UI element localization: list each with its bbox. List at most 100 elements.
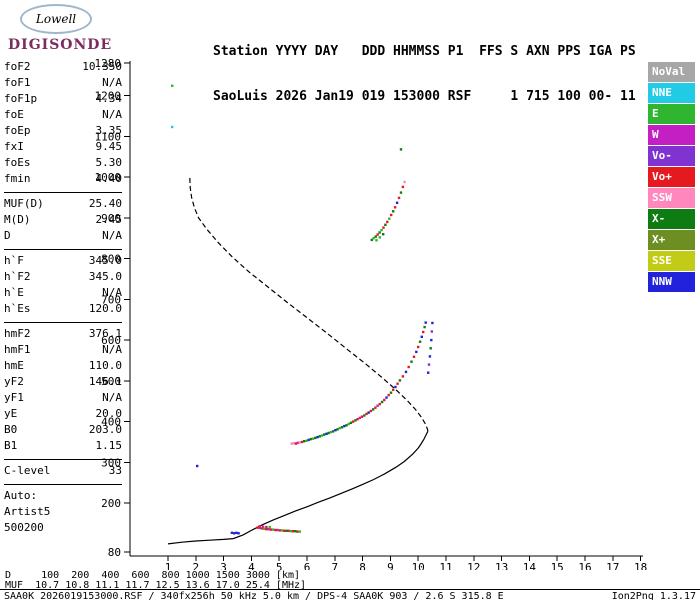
echo-series-isolated-echoes xyxy=(171,84,403,468)
legend-item-w: W xyxy=(648,125,695,145)
param-value: 20.0 xyxy=(95,407,123,420)
param-label: yE xyxy=(4,407,18,420)
y-tick-label: 800 xyxy=(101,253,121,266)
param-label: foEs xyxy=(4,156,31,169)
status-bar: SAA0K_2026019153000.RSF / 340fx256h 50 k… xyxy=(0,589,700,600)
param-label: foF1p xyxy=(4,92,38,105)
legend-item-nne: NNE xyxy=(648,83,695,103)
y-tick-label: 200 xyxy=(101,497,121,510)
param-label: hmE xyxy=(4,359,24,372)
legend-item-ssw: SSW xyxy=(648,188,695,208)
param-value: 120.0 xyxy=(88,302,122,315)
param-value: 10.350 xyxy=(82,60,122,73)
echo-series-F-trace-X xyxy=(427,321,434,374)
param-label: MUF(D) xyxy=(4,197,44,210)
y-tick-label: 300 xyxy=(101,456,121,469)
param-label: h`F2 xyxy=(4,270,31,283)
status-file-info: SAA0K_2026019153000.RSF / 340fx256h 50 k… xyxy=(4,591,504,600)
logo-ellipse: Lowell xyxy=(20,4,92,34)
param-row: h`Es 120.0 xyxy=(4,301,122,317)
y-tick-label: 1280 xyxy=(95,57,122,70)
param-row: yF1 N/A xyxy=(4,390,122,406)
legend-item-e: E xyxy=(648,104,695,124)
y-tick-label: 1200 xyxy=(95,90,122,103)
param-value: 203.0 xyxy=(88,423,122,436)
echo-series-Es-trace xyxy=(230,525,301,535)
x-tick-label: 3 xyxy=(220,561,227,570)
param-value: 4.34 xyxy=(95,92,123,105)
scaled-parameters-panel: foF2 10.350 foF1 N/A foF1p 4.34 foE N/A foEp 3.35… xyxy=(4,56,122,541)
param-label: foEp xyxy=(4,124,31,137)
param-value: 5.30 xyxy=(95,156,123,169)
y-tick-label: 400 xyxy=(101,416,121,429)
x-tick-label: 12 xyxy=(467,561,480,570)
param-group: C-level 33 xyxy=(4,460,122,485)
param-label: fmin xyxy=(4,172,31,185)
x-axis-ticks: 1 2 3 4 5 6 7 8 9 10 11 12 13 14 15 16 17 18 xyxy=(165,556,647,570)
param-value: N/A xyxy=(102,286,122,299)
param-value: 376.1 xyxy=(88,327,122,340)
d-row: D 100 200 400 600 800 1000 1500 3000 [km… xyxy=(5,570,301,581)
status-program-version: Ion2Png 1.3.17 xyxy=(611,591,696,600)
param-group: MUF(D) 25.40 M(D) 2.45 D N/A xyxy=(4,193,122,250)
param-row: yF2 146.1 xyxy=(4,374,122,390)
param-row: foEp 3.35 xyxy=(4,123,122,139)
param-row: hmF2 376.1 xyxy=(4,326,122,342)
param-value: 110.0 xyxy=(88,359,122,372)
param-value: 146.1 xyxy=(88,375,122,388)
param-row: foF2 10.350 xyxy=(4,59,122,75)
param-value: 345.0 xyxy=(88,254,122,267)
param-label: hmF2 xyxy=(4,327,31,340)
param-value: 345.0 xyxy=(88,270,122,283)
param-value: 2.45 xyxy=(95,213,123,226)
param-row: MUF(D) 25.40 xyxy=(4,196,122,212)
param-row: fxI 9.45 xyxy=(4,139,122,155)
param-row: C-level 33 xyxy=(4,463,122,479)
param-row: foF1p 4.34 xyxy=(4,91,122,107)
param-row: 500200 xyxy=(4,520,122,536)
param-row: foE N/A xyxy=(4,107,122,123)
param-label: B1 xyxy=(4,439,18,452)
param-value: 4.40 xyxy=(95,172,123,185)
x-tick-label: 13 xyxy=(495,561,508,570)
x-tick-label: 2 xyxy=(192,561,199,570)
param-value: 25.40 xyxy=(88,197,122,210)
lowell-digisonde-logo: Lowell DIGISONDE xyxy=(8,4,118,53)
x-tick-label: 1 xyxy=(165,561,172,570)
param-row: h`F 345.0 xyxy=(4,253,122,269)
x-tick-label: 9 xyxy=(387,561,394,570)
param-row: D N/A xyxy=(4,228,122,244)
y-tick-label: 1100 xyxy=(95,130,122,143)
param-row: Auto: xyxy=(4,488,122,504)
echo-series-F-trace xyxy=(290,321,427,445)
param-row: M(D) 2.45 xyxy=(4,212,122,228)
param-value: 33 xyxy=(108,464,122,477)
param-group: Auto: Artist5 500200 xyxy=(4,485,122,541)
echo-color-legend: NoVal NNE E W Vo- Vo+ SSW X- X+ SSE NNW xyxy=(648,62,695,293)
param-value: 9.45 xyxy=(95,140,123,153)
y-axis-ticks: 80 200 300 400 500 600 700 800 900 1000 1100 1200 12… xyxy=(95,57,130,559)
legend-item-x-: X- xyxy=(648,209,695,229)
param-group: hmF2 376.1 hmF1 N/A hmE 110.0 yF2 146.1 yF1 N/A yE… xyxy=(4,323,122,460)
param-row: h`F2 345.0 xyxy=(4,269,122,285)
y-tick-label: 900 xyxy=(101,212,121,225)
param-label: yF1 xyxy=(4,391,24,404)
axes xyxy=(129,61,643,557)
param-label: foF1 xyxy=(4,76,31,89)
x-tick-label: 18 xyxy=(634,561,647,570)
param-value: 3.35 xyxy=(95,124,123,137)
param-value: 1.15 xyxy=(95,439,123,452)
param-row: hmE 110.0 xyxy=(4,358,122,374)
station-header: Station YYYY DAY DDD HHMMSS P1 FFS S AXN… xyxy=(213,14,636,134)
param-label: C-level xyxy=(4,464,51,477)
legend-item-vo+: Vo+ xyxy=(648,167,695,187)
param-label: D xyxy=(4,229,11,242)
param-label: B0 xyxy=(4,423,18,436)
legend-item-noval: NoVal xyxy=(648,62,695,82)
x-tick-label: 5 xyxy=(276,561,283,570)
param-row: hmF1 N/A xyxy=(4,342,122,358)
param-group: foF2 10.350 foF1 N/A foF1p 4.34 foE N/A foEp 3.35… xyxy=(4,56,122,193)
param-value: N/A xyxy=(102,108,122,121)
profile-true-height-profile xyxy=(167,431,429,545)
x-tick-label: 17 xyxy=(606,561,619,570)
